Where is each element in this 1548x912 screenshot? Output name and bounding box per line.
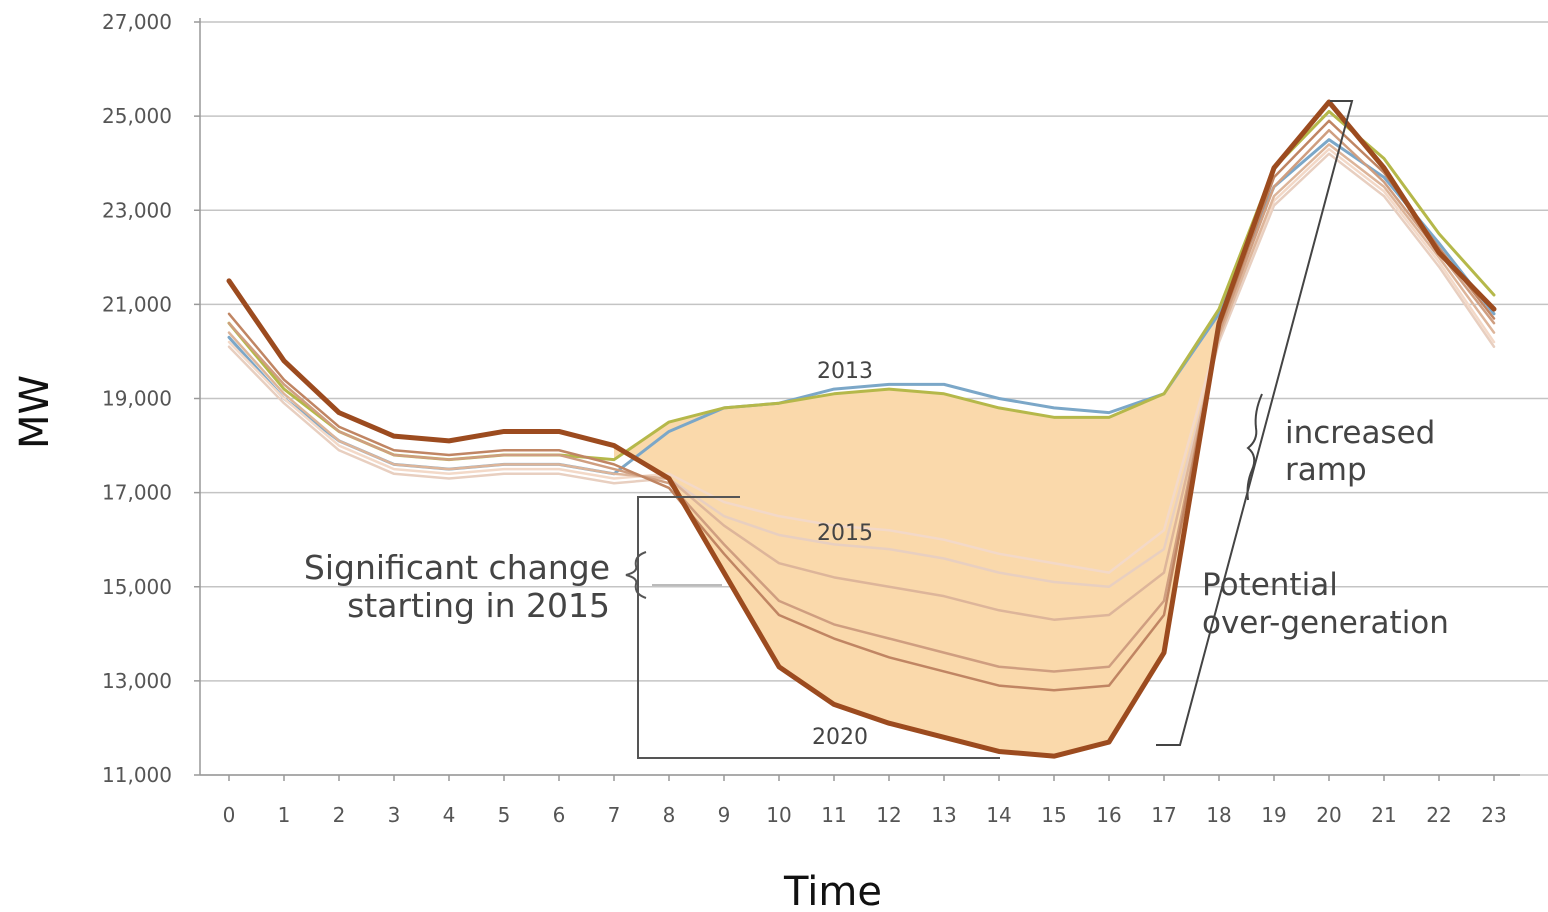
x-tick-label: 14: [986, 803, 1011, 827]
x-tick-label: 22: [1426, 803, 1451, 827]
significant-change-line-2: starting in 2015: [347, 586, 610, 625]
x-tick-label: 10: [766, 803, 791, 827]
y-tick-label: 25,000: [102, 104, 172, 128]
series-line-2014: [227, 152, 1496, 588]
series-line-2016: [227, 143, 1496, 621]
label-2015: 2015: [817, 521, 873, 546]
x-tick-label: 8: [663, 803, 676, 827]
increased-ramp-line-1: increased: [1285, 415, 1435, 451]
significant-change-bracket: [637, 496, 1000, 759]
label-2013: 2013: [817, 359, 873, 384]
series-line-2015: [227, 147, 1496, 574]
x-tick-label: 18: [1206, 803, 1231, 827]
x-tick-label: 0: [223, 803, 236, 827]
y-tick-label: 13,000: [102, 669, 172, 693]
x-tick-label: 12: [876, 803, 901, 827]
x-tick-label: 9: [718, 803, 731, 827]
y-tick-label: 11,000: [102, 763, 172, 787]
series-line-2018: [227, 119, 1496, 692]
increased-ramp-brace: [1246, 393, 1263, 501]
series-lines: [226, 99, 1497, 759]
y-tick-label: 27,000: [102, 10, 172, 34]
x-tick-labels: 0 1 2 3 4 5 6 7 8 9 10 11 12 13 14 15 16 17 18 19 20 21 22 23: [223, 775, 1507, 827]
y-tick-label: 15,000: [102, 575, 172, 599]
x-tick-label: 20: [1316, 803, 1341, 827]
over-generation-fill-area: [614, 309, 1219, 757]
label-2020: 2020: [812, 725, 868, 750]
x-tick-label: 17: [1151, 803, 1176, 827]
over-generation-line-1: Potential: [1202, 567, 1338, 603]
y-tick-label: 17,000: [102, 481, 172, 505]
y-tick-label: 21,000: [102, 292, 172, 316]
annotations: 2013 2015 2020 Significant change starti…: [304, 100, 1449, 759]
series-line-2020: [226, 99, 1497, 759]
axes: [199, 18, 1520, 776]
x-tick-label: 2: [333, 803, 346, 827]
over-generation-line-2: over-generation: [1202, 605, 1449, 641]
y-tick-label: 19,000: [102, 387, 172, 411]
x-tick-label: 5: [498, 803, 511, 827]
x-tick-label: 16: [1096, 803, 1121, 827]
x-tick-label: 13: [931, 803, 956, 827]
x-tick-label: 11: [821, 803, 846, 827]
x-axis-title: Time: [783, 869, 882, 912]
increased-ramp-line-2: ramp: [1285, 452, 1367, 488]
significant-change-line-1: Significant change: [304, 548, 610, 587]
y-tick-labels: 11,000 13,000 15,000 17,000 19,000 21,000 23,0…: [102, 10, 172, 787]
x-tick-label: 3: [388, 803, 401, 827]
x-tick-label: 23: [1481, 803, 1506, 827]
x-tick-label: 15: [1041, 803, 1066, 827]
x-tick-label: 6: [553, 803, 566, 827]
y-tick-label: 23,000: [102, 198, 172, 222]
significant-change-brace: [625, 551, 647, 599]
x-tick-label: 7: [608, 803, 621, 827]
x-tick-label: 21: [1371, 803, 1396, 827]
x-tick-label: 19: [1261, 803, 1286, 827]
x-tick-label: 4: [443, 803, 456, 827]
increased-ramp-bracket: [1156, 100, 1354, 746]
y-axis-title: MW: [12, 375, 58, 449]
series-line-2017: [227, 128, 1496, 673]
x-tick-label: 1: [278, 803, 291, 827]
